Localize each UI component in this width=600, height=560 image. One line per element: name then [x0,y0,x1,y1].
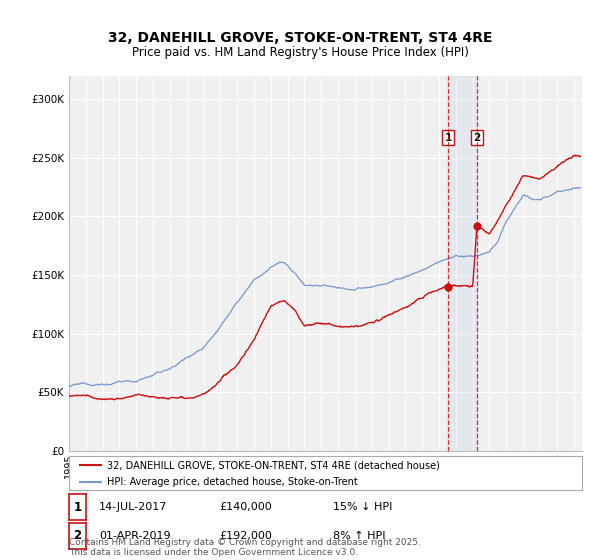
Text: 1: 1 [73,501,82,514]
Text: Price paid vs. HM Land Registry's House Price Index (HPI): Price paid vs. HM Land Registry's House … [131,46,469,59]
Text: £140,000: £140,000 [219,502,272,512]
Text: 14-JUL-2017: 14-JUL-2017 [99,502,167,512]
Text: 8% ↑ HPI: 8% ↑ HPI [333,531,386,541]
Text: HPI: Average price, detached house, Stoke-on-Trent: HPI: Average price, detached house, Stok… [107,477,358,487]
Text: 2: 2 [73,529,82,543]
Text: £192,000: £192,000 [219,531,272,541]
Text: 01-APR-2019: 01-APR-2019 [99,531,170,541]
Text: 2: 2 [473,133,481,142]
Bar [448,76,477,451]
Text: 15% ↓ HPI: 15% ↓ HPI [333,502,392,512]
Text: Contains HM Land Registry data © Crown copyright and database right 2025.
This d: Contains HM Land Registry data © Crown c… [69,538,421,557]
Text: 32, DANEHILL GROVE, STOKE-ON-TRENT, ST4 4RE (detached house): 32, DANEHILL GROVE, STOKE-ON-TRENT, ST4 … [107,460,440,470]
Text: 32, DANEHILL GROVE, STOKE-ON-TRENT, ST4 4RE: 32, DANEHILL GROVE, STOKE-ON-TRENT, ST4 … [108,31,492,45]
Text: 1: 1 [445,133,452,142]
